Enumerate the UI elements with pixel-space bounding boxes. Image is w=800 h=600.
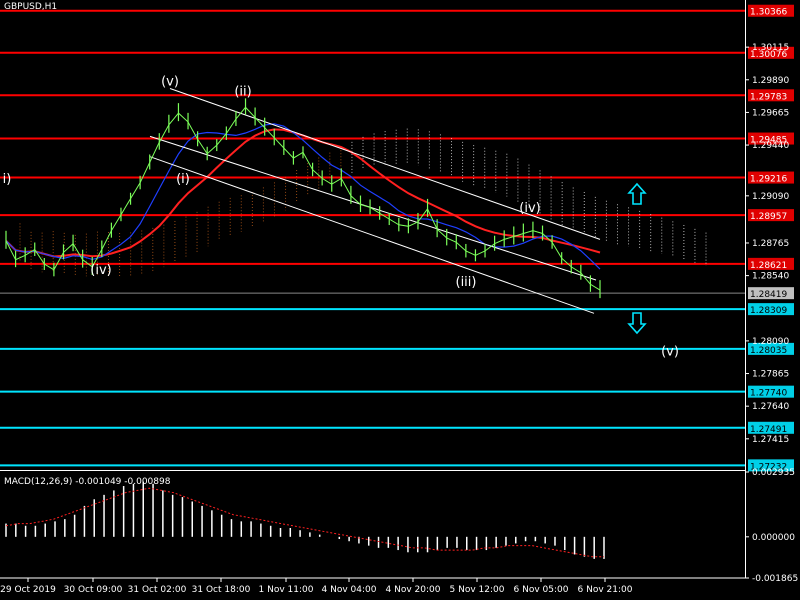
channel-upper-line xyxy=(169,88,601,240)
support-level-0-tag xyxy=(748,303,794,316)
resistance-level-5-tag xyxy=(748,209,794,222)
price-tick-label: 1.28540 xyxy=(752,272,789,282)
support-level-2-label: 1.27740 xyxy=(750,389,787,399)
level-lines xyxy=(0,9,746,467)
price-tick-label: 1.29440 xyxy=(752,141,789,151)
time-label: 4 Nov 04:00 xyxy=(322,585,377,595)
channel-lower-line xyxy=(149,156,595,314)
wave-labels: (v) (ii) i) (i) (iv) (iii) (iv) (v) xyxy=(3,75,679,360)
current-price-label: 1.28419 xyxy=(750,290,787,300)
resistance-level-0-label: 1.30366 xyxy=(750,8,787,18)
price-tick-label: 1.29890 xyxy=(752,76,789,86)
wave-label: (v) xyxy=(161,75,179,90)
resistance-level-1-tag xyxy=(748,46,794,59)
time-label: 4 Nov 20:00 xyxy=(386,585,441,595)
price-tick-label: 1.27415 xyxy=(752,435,789,445)
price-tick-label: 1.29665 xyxy=(752,108,789,118)
resistance-level-4-tag xyxy=(748,171,794,184)
price-tick-label: 1.29090 xyxy=(752,192,789,202)
wave-label: (v) xyxy=(661,344,679,359)
trend-channel xyxy=(149,88,601,314)
channel-middle-line xyxy=(149,135,597,281)
panel-separator xyxy=(0,470,746,471)
support-level-0-label: 1.28309 xyxy=(750,306,787,316)
time-label: 30 Oct 09:00 xyxy=(64,585,123,595)
price-line xyxy=(5,106,601,291)
price-tick-label: 1.28090 xyxy=(752,337,789,347)
time-label: 6 Nov 05:00 xyxy=(514,585,569,595)
ichimoku-cloud xyxy=(19,128,707,277)
up-arrow-icon xyxy=(627,182,647,205)
macd-tick-label: 0.000000 xyxy=(752,533,795,543)
price-tick-label: 1.27640 xyxy=(752,402,789,412)
time-axis: 29 Oct 2019 30 Oct 09:00 31 Oct 02:00 31 Oc… xyxy=(0,577,746,595)
resistance-level-6-tag xyxy=(748,257,794,270)
support-level-3-label: 1.27491 xyxy=(750,425,787,435)
resistance-level-2-label: 1.29783 xyxy=(750,92,787,102)
bullish-arrow xyxy=(627,182,647,205)
support-level-1-label: 1.28035 xyxy=(750,346,787,356)
resistance-level-5-label: 1.28957 xyxy=(750,212,787,222)
macd-signal-line xyxy=(5,487,604,558)
wave-label: i) xyxy=(3,172,12,187)
macd-panel: 0.002935 0.000000 -0.001865 xyxy=(5,468,798,584)
resistance-level-6-label: 1.28621 xyxy=(750,261,787,271)
price-tick-label: 1.27865 xyxy=(752,370,789,380)
wave-label: (iii) xyxy=(456,275,477,290)
macd-tick-label: 0.002935 xyxy=(752,468,795,478)
resistance-level-3-label: 1.29485 xyxy=(750,136,787,146)
wave-label: (ii) xyxy=(234,85,251,100)
macd-tick-label: -0.001865 xyxy=(752,574,798,584)
price-tick-label: 1.28765 xyxy=(752,239,789,249)
resistance-level-2-tag xyxy=(748,89,794,102)
time-label: 31 Oct 18:00 xyxy=(192,585,251,595)
wave-label: (i) xyxy=(176,172,190,187)
price-tick-label: 1.30115 xyxy=(752,43,789,53)
macd-title: MACD(12,26,9) -0.001049 -0.000898 xyxy=(4,477,171,487)
support-level-4-label: 1.27232 xyxy=(750,462,787,472)
time-label: 6 Nov 21:00 xyxy=(578,585,633,595)
wave-label: (iv) xyxy=(519,201,540,216)
bearish-arrow xyxy=(627,312,647,335)
indicator-lines xyxy=(5,123,601,270)
support-level-2-tag xyxy=(748,385,794,398)
price-series xyxy=(5,98,601,299)
current-price-tag xyxy=(748,287,794,300)
price-axis: 1.30366 1.30076 1.29783 1.29485 1.29216 1.289… xyxy=(746,4,794,472)
support-level-1-tag xyxy=(748,342,794,355)
kijun-line xyxy=(5,123,601,270)
time-label: 31 Oct 02:00 xyxy=(128,585,187,595)
time-label: 1 Nov 11:00 xyxy=(259,585,314,595)
down-arrow-icon xyxy=(627,312,647,335)
support-level-4-tag xyxy=(748,459,794,472)
resistance-level-4-label: 1.29216 xyxy=(750,175,787,185)
chart-title: GBPUSD,H1 xyxy=(4,2,58,12)
resistance-level-3-tag xyxy=(748,132,794,145)
time-label: 29 Oct 2019 xyxy=(0,585,56,595)
time-label: 5 Nov 12:00 xyxy=(450,585,505,595)
support-level-3-tag xyxy=(748,421,794,434)
resistance-level-0-tag xyxy=(748,4,794,17)
resistance-level-1-label: 1.30076 xyxy=(750,50,787,60)
wave-label: (iv) xyxy=(90,263,111,278)
